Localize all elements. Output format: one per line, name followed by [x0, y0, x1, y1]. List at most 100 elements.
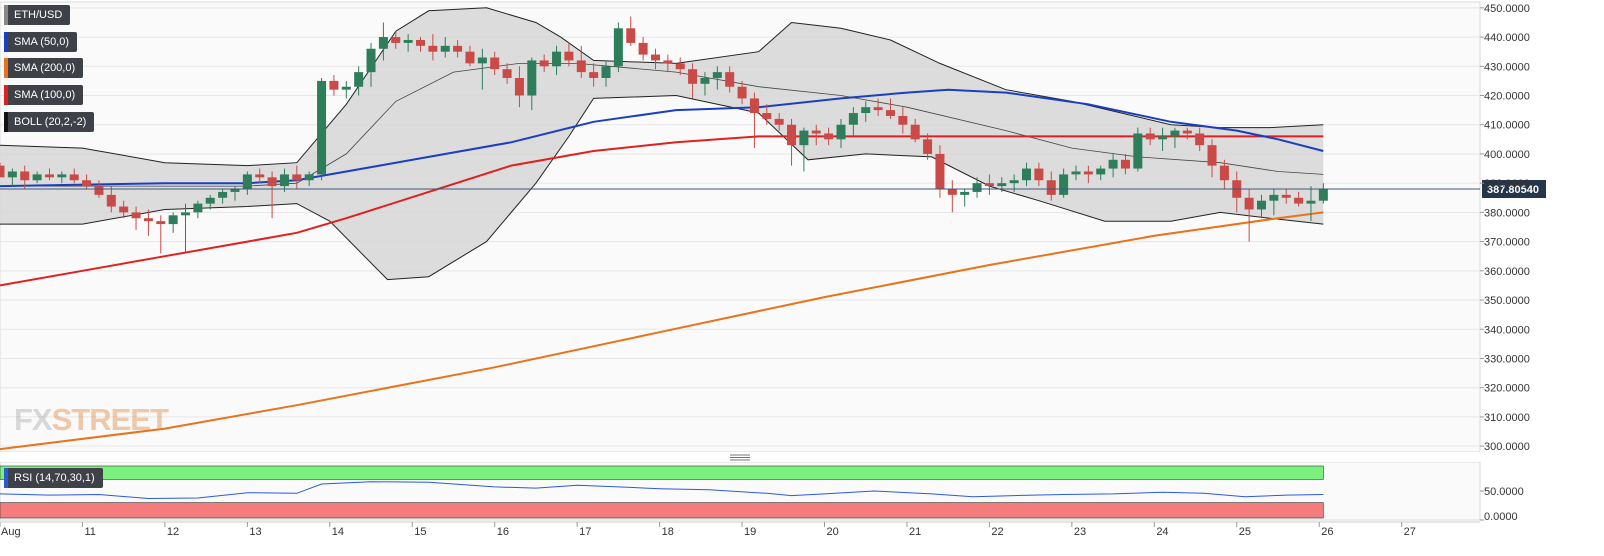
- candle-body: [725, 72, 735, 87]
- candle-body: [836, 124, 846, 140]
- candle-body: [20, 171, 30, 181]
- candle-body: [675, 63, 685, 70]
- rsi-line: [0, 481, 1324, 500]
- candle-body: [824, 133, 834, 140]
- candle-body: [1022, 168, 1032, 181]
- x-tick-label: 19: [744, 526, 756, 538]
- candle-body: [218, 191, 228, 198]
- indicator-tag-sma50[interactable]: SMA (50,0): [4, 32, 78, 52]
- candle-body: [626, 28, 636, 43]
- candle-body: [1257, 200, 1267, 210]
- x-tick-label: 23: [1074, 526, 1086, 538]
- candle-body: [688, 69, 698, 84]
- candle-body: [1108, 159, 1118, 169]
- x-tick-label: 25: [1239, 526, 1251, 538]
- y-tick-label: 410.0000: [1484, 120, 1530, 132]
- fxstreet-logo: FXSTREET: [14, 402, 169, 438]
- candle-body: [57, 174, 67, 178]
- current-price-line: 387.80540: [0, 180, 1546, 199]
- candle-body: [1120, 159, 1130, 169]
- candle-body: [960, 191, 970, 195]
- y-tick-label: 370.0000: [1484, 237, 1530, 249]
- candle-body: [997, 183, 1007, 187]
- candle-body: [1059, 174, 1069, 195]
- indicator-tag-sma100[interactable]: SMA (100,0): [4, 85, 84, 105]
- candle-body: [1207, 145, 1217, 166]
- candle-body: [304, 174, 314, 181]
- y-tick-label: 310.0000: [1484, 412, 1530, 424]
- sma100-label: SMA (100,0): [14, 89, 76, 101]
- indicator-tag-rsi[interactable]: RSI (14,70,30,1): [4, 468, 103, 488]
- candle-body: [984, 183, 994, 187]
- candle-body: [242, 174, 252, 190]
- candle-body: [69, 174, 79, 181]
- sma100-line: [0, 135, 1324, 287]
- candle-body: [181, 212, 191, 216]
- boll-swatch: [4, 112, 8, 132]
- candle-body: [737, 86, 747, 99]
- candle-body: [947, 189, 957, 195]
- indicator-tag-sma200[interactable]: SMA (200,0): [4, 58, 84, 78]
- candle-body: [1170, 130, 1180, 137]
- x-tick-label: 11: [84, 526, 95, 538]
- candle-body: [564, 51, 574, 61]
- rsi-oversold-zone: [0, 502, 1324, 519]
- candle-body: [32, 174, 42, 181]
- x-tick-label: 20: [827, 526, 839, 538]
- sma200-label: SMA (200,0): [14, 62, 76, 74]
- candle-body: [255, 174, 265, 178]
- bollinger-lower-line: [0, 94, 1324, 281]
- x-tick-label: 14: [332, 526, 344, 538]
- logo-fx: FX: [14, 402, 53, 437]
- candle-body: [453, 45, 463, 52]
- y-tick-label: 450.0000: [1484, 3, 1530, 15]
- sma50-label: SMA (50,0): [14, 36, 70, 48]
- candle-body: [0, 165, 5, 178]
- x-tick-label: Aug: [1, 526, 21, 538]
- candle-body: [1182, 130, 1192, 134]
- candle-body: [490, 57, 500, 70]
- symbol-tag[interactable]: ETH/USD: [4, 5, 71, 25]
- candle-body: [502, 69, 512, 78]
- pane-divider[interactable]: [0, 452, 1600, 462]
- candle-body: [106, 194, 116, 207]
- candle-body: [366, 48, 376, 73]
- candle-body: [1244, 197, 1254, 210]
- x-tick-label: 13: [249, 526, 261, 538]
- y-tick-label: 430.0000: [1484, 61, 1530, 73]
- candle-body: [279, 174, 289, 187]
- candle-body: [898, 115, 908, 125]
- candle-body: [601, 66, 611, 78]
- sma200-line: [0, 211, 1324, 451]
- x-tick-label: 26: [1321, 526, 1333, 538]
- candle-body: [650, 54, 660, 61]
- candle-body: [576, 60, 586, 73]
- candle-body: [391, 37, 401, 43]
- candle-body: [354, 72, 364, 87]
- candle-body: [885, 110, 895, 116]
- y-tick-label: 440.0000: [1484, 32, 1530, 44]
- rsi-pane: 50.0000 0.0000: [0, 465, 1524, 523]
- x-tick-label: 15: [414, 526, 426, 538]
- candle-body: [378, 37, 388, 49]
- time-axis: Aug 11 12 13 14 15 16 17 18 19 20 21 22 23 24 25 26 27: [0, 521, 1480, 538]
- candle-body: [477, 57, 487, 64]
- rsi-label: RSI (14,70,30,1): [14, 472, 95, 484]
- candle-body: [552, 51, 562, 67]
- rsi-tick-label: 50.0000: [1484, 486, 1524, 498]
- candle-body: [440, 45, 450, 52]
- candle-body: [700, 77, 710, 84]
- candle-body: [811, 130, 821, 134]
- candle-body: [1034, 168, 1044, 181]
- indicator-tag-boll[interactable]: BOLL (20,2,-2): [4, 112, 95, 132]
- candle-body: [143, 218, 153, 222]
- candle-body: [663, 60, 673, 64]
- candle-body: [44, 174, 54, 178]
- candle-body: [1071, 171, 1081, 175]
- candle-body: [1281, 194, 1291, 198]
- candle-body: [131, 212, 141, 219]
- x-tick-label: 27: [1404, 526, 1416, 538]
- candle-body: [267, 177, 277, 187]
